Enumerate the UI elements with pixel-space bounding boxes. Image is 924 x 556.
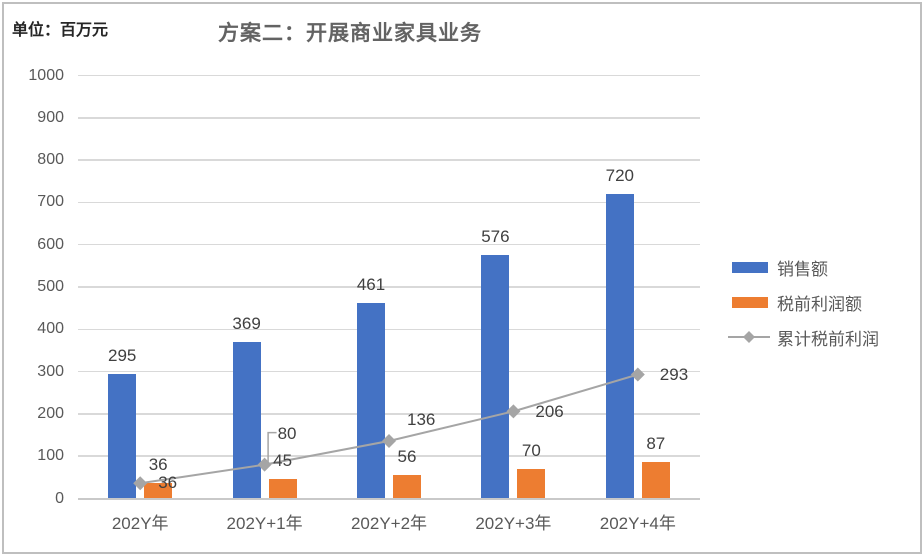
sales-bar — [108, 373, 137, 499]
sales-bar-label: 295 — [108, 345, 137, 365]
ytick-label: 900 — [37, 108, 64, 126]
legend-item-cumulative-profit: 累计税前利润 — [727, 326, 879, 350]
xtick-label: 202Y+2年 — [350, 514, 428, 533]
pretax-profit-bar — [517, 468, 546, 499]
gridline — [78, 328, 700, 331]
unit-label: 单位：百万元 — [12, 20, 109, 39]
line-path — [140, 373, 639, 485]
gridline — [78, 74, 700, 77]
xtick-label: 202Y年 — [111, 514, 169, 533]
pretax-profit-bar-label: 87 — [646, 433, 666, 453]
cumulative-profit-label: 293 — [659, 364, 689, 384]
pretax-profit-bar-label: 56 — [397, 446, 417, 466]
cumulative-profit-label: 80 — [277, 423, 297, 443]
xtick-label: 202Y+1年 — [226, 514, 303, 533]
sales-bar-label: 720 — [605, 165, 634, 185]
legend-swatch-sales — [732, 261, 768, 273]
xtick-label: 202Y+3年 — [475, 514, 552, 533]
legend-item-pretax-profit: 税前利润额 — [727, 291, 879, 315]
pretax-profit-bar-label: 36 — [148, 455, 168, 475]
gridline — [78, 370, 700, 373]
gridline — [78, 286, 700, 288]
xtick-label: 202Y+4年 — [599, 514, 676, 533]
ytick-label: 400 — [37, 320, 64, 338]
pretax-profit-bar — [268, 479, 297, 499]
ytick-label: 800 — [37, 151, 64, 169]
pretax-profit-bar — [641, 461, 670, 499]
sales-bar — [605, 193, 634, 499]
sales-bar — [232, 342, 261, 499]
pretax-profit-bar — [393, 474, 421, 499]
cumulative-profit-label: 36 — [158, 473, 178, 493]
gridline — [78, 159, 700, 161]
pretax-profit-bar-label: 45 — [273, 451, 293, 471]
ytick-label: 1000 — [28, 66, 64, 84]
legend: 销售额 税前利润额 累计税前利润 — [727, 256, 879, 361]
legend-label-sales: 销售额 — [777, 259, 828, 280]
sales-bar — [481, 254, 510, 499]
legend-item-sales: 销售额 — [727, 256, 879, 280]
pretax-profit-bar — [144, 483, 173, 499]
sales-bar-label: 369 — [232, 314, 261, 334]
x-axis-line — [78, 497, 700, 500]
ytick-label: 200 — [37, 404, 64, 422]
cumulative-profit-label: 136 — [407, 409, 436, 429]
sales-bar-label: 461 — [356, 275, 386, 295]
ytick-label: 300 — [37, 362, 64, 380]
cumulative-profit-label: 206 — [535, 402, 564, 422]
ytick-label: 500 — [37, 278, 64, 295]
legend-label-cumulative-profit: 累计税前利润 — [777, 329, 879, 350]
sales-bar-label: 576 — [481, 226, 510, 246]
ytick-label: 100 — [37, 447, 64, 465]
legend-line-marker-icon — [728, 331, 770, 343]
gridline — [78, 117, 700, 119]
ytick-label: 0 — [55, 489, 64, 507]
chart-title: 方案二：开展商业家具业务 — [218, 20, 482, 45]
sales-bar — [357, 303, 385, 499]
gridline — [78, 243, 700, 246]
legend-swatch-profit — [732, 296, 768, 308]
pretax-profit-bar-label: 70 — [521, 440, 541, 460]
legend-label-pretax-profit: 税前利润额 — [777, 294, 862, 315]
ytick-label: 700 — [37, 193, 64, 211]
ytick-label: 600 — [37, 235, 64, 253]
gridline — [78, 201, 700, 204]
